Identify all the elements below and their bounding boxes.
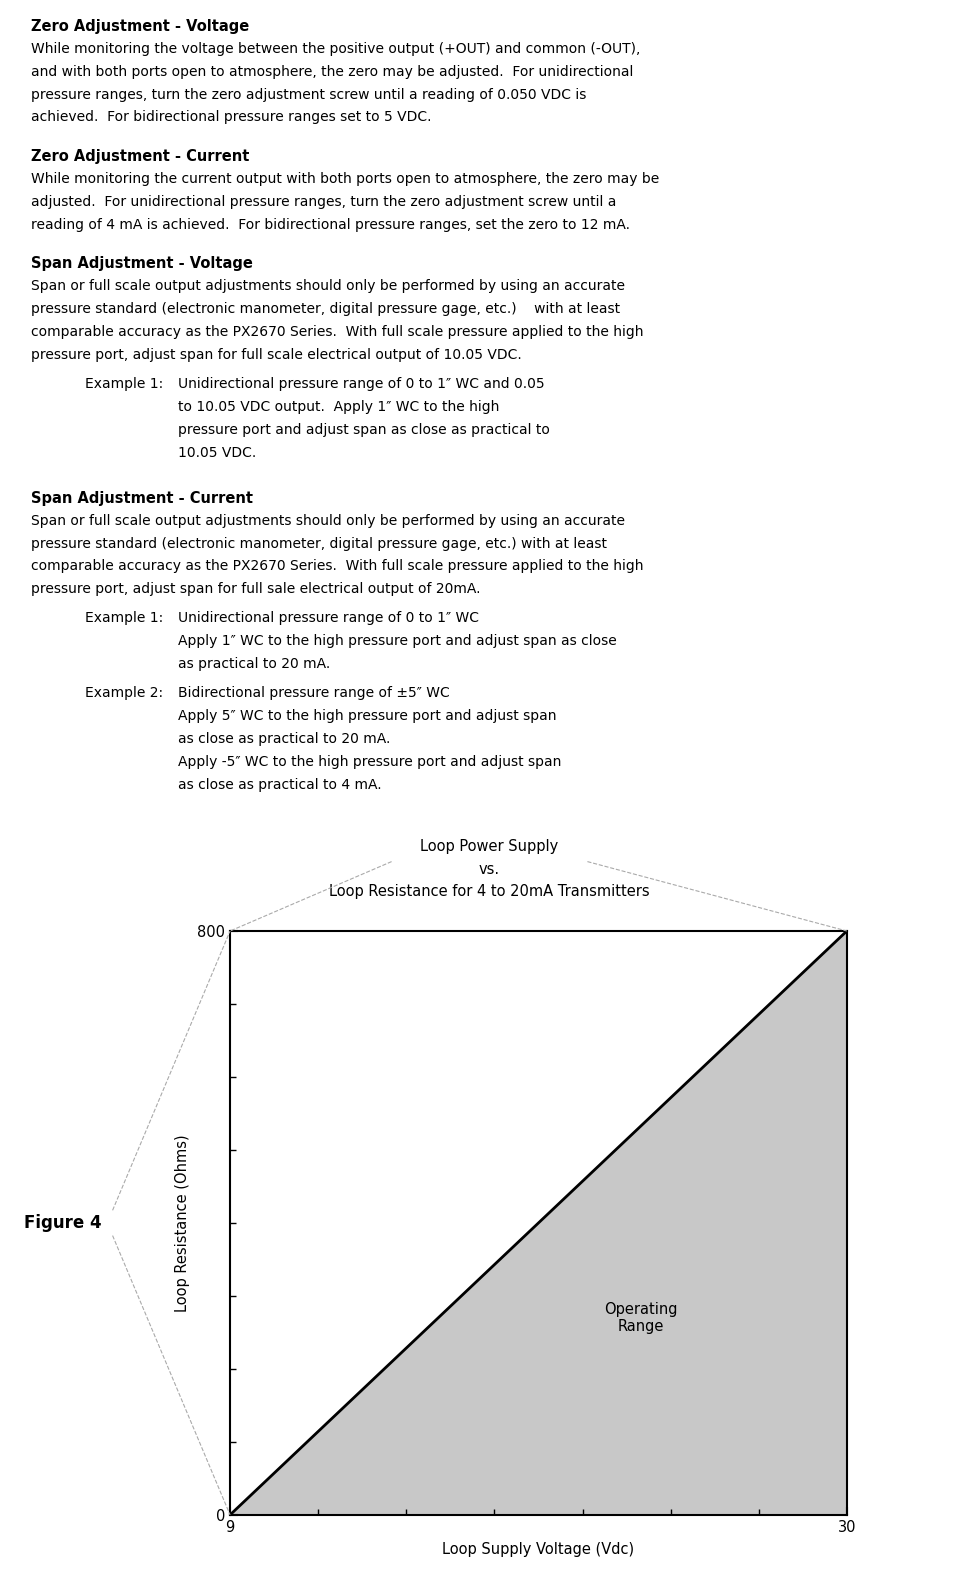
Text: Apply 5″ WC to the high pressure port and adjust span: Apply 5″ WC to the high pressure port an… — [178, 709, 556, 723]
Text: pressure port and adjust span as close as practical to: pressure port and adjust span as close a… — [178, 423, 550, 437]
Text: vs.: vs. — [478, 862, 500, 877]
Text: Unidirectional pressure range of 0 to 1″ WC: Unidirectional pressure range of 0 to 1″… — [178, 611, 478, 625]
Text: pressure standard (electronic manometer, digital pressure gage, etc.)    with at: pressure standard (electronic manometer,… — [31, 301, 620, 316]
Text: pressure port, adjust span for full sale electrical output of 20mA.: pressure port, adjust span for full sale… — [31, 582, 480, 596]
Text: and with both ports open to atmosphere, the zero may be adjusted.  For unidirect: and with both ports open to atmosphere, … — [31, 65, 633, 79]
Text: as practical to 20 mA.: as practical to 20 mA. — [178, 656, 331, 671]
Text: to 10.05 VDC output.  Apply 1″ WC to the high: to 10.05 VDC output. Apply 1″ WC to the … — [178, 399, 499, 413]
Text: Example 1:: Example 1: — [85, 377, 163, 391]
Text: Zero Adjustment - Current: Zero Adjustment - Current — [31, 148, 249, 164]
Text: Figure 4: Figure 4 — [24, 1213, 102, 1232]
Text: achieved.  For bidirectional pressure ranges set to 5 VDC.: achieved. For bidirectional pressure ran… — [31, 110, 431, 125]
Text: Operating
Range: Operating Range — [603, 1302, 678, 1333]
Text: pressure port, adjust span for full scale electrical output of 10.05 VDC.: pressure port, adjust span for full scal… — [31, 347, 521, 361]
Y-axis label: Loop Resistance (Ohms): Loop Resistance (Ohms) — [175, 1135, 190, 1311]
Polygon shape — [230, 931, 846, 1515]
Text: While monitoring the current output with both ports open to atmosphere, the zero: While monitoring the current output with… — [31, 172, 659, 186]
Text: pressure standard (electronic manometer, digital pressure gage, etc.) with at le: pressure standard (electronic manometer,… — [31, 537, 606, 551]
Text: pressure ranges, turn the zero adjustment screw until a reading of 0.050 VDC is: pressure ranges, turn the zero adjustmen… — [31, 87, 586, 101]
Text: Example 1:: Example 1: — [85, 611, 163, 625]
Text: Example 2:: Example 2: — [85, 686, 163, 701]
Text: 10.05 VDC.: 10.05 VDC. — [178, 445, 256, 459]
X-axis label: Loop Supply Voltage (Vdc): Loop Supply Voltage (Vdc) — [442, 1542, 634, 1556]
Text: Span or full scale output adjustments should only be performed by using an accur: Span or full scale output adjustments sh… — [31, 513, 625, 527]
Text: Bidirectional pressure range of ±5″ WC: Bidirectional pressure range of ±5″ WC — [178, 686, 450, 701]
Text: Span Adjustment - Voltage: Span Adjustment - Voltage — [31, 256, 253, 271]
Text: Zero Adjustment - Voltage: Zero Adjustment - Voltage — [31, 19, 249, 35]
Text: Unidirectional pressure range of 0 to 1″ WC and 0.05: Unidirectional pressure range of 0 to 1″… — [178, 377, 544, 391]
Text: as close as practical to 4 mA.: as close as practical to 4 mA. — [178, 778, 381, 792]
Text: Loop Power Supply: Loop Power Supply — [420, 838, 558, 854]
Text: Apply -5″ WC to the high pressure port and adjust span: Apply -5″ WC to the high pressure port a… — [178, 754, 561, 768]
Text: Loop Resistance for 4 to 20mA Transmitters: Loop Resistance for 4 to 20mA Transmitte… — [329, 884, 649, 899]
Text: adjusted.  For unidirectional pressure ranges, turn the zero adjustment screw un: adjusted. For unidirectional pressure ra… — [31, 194, 616, 208]
Text: as close as practical to 20 mA.: as close as practical to 20 mA. — [178, 732, 390, 746]
Text: Span Adjustment - Current: Span Adjustment - Current — [31, 491, 253, 507]
Text: While monitoring the voltage between the positive output (+OUT) and common (-OUT: While monitoring the voltage between the… — [31, 43, 640, 55]
Text: Apply 1″ WC to the high pressure port and adjust span as close: Apply 1″ WC to the high pressure port an… — [178, 634, 616, 649]
Text: Span or full scale output adjustments should only be performed by using an accur: Span or full scale output adjustments sh… — [31, 279, 625, 294]
Text: comparable accuracy as the PX2670 Series.  With full scale pressure applied to t: comparable accuracy as the PX2670 Series… — [31, 325, 644, 339]
Text: comparable accuracy as the PX2670 Series.  With full scale pressure applied to t: comparable accuracy as the PX2670 Series… — [31, 559, 644, 573]
Text: reading of 4 mA is achieved.  For bidirectional pressure ranges, set the zero to: reading of 4 mA is achieved. For bidirec… — [31, 218, 630, 232]
